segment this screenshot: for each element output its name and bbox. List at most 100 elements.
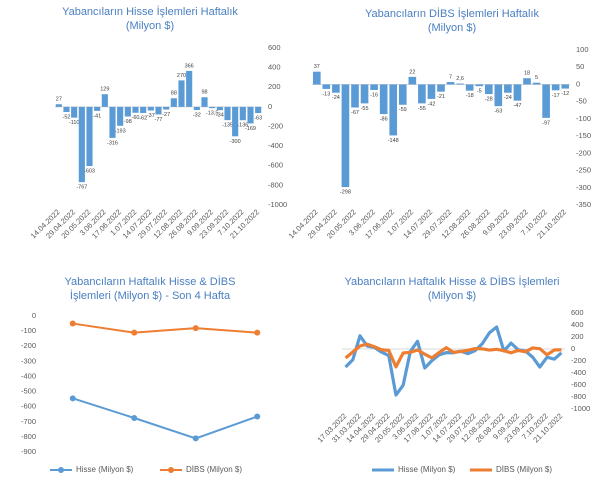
data-label: -298 xyxy=(340,190,351,196)
data-label: -47 xyxy=(513,103,521,109)
data-label: -17 xyxy=(552,93,560,99)
bar xyxy=(109,106,116,138)
data-label: 5 xyxy=(535,75,538,81)
y-tick-label: -400 xyxy=(571,368,586,377)
chart-title: (Milyon $) xyxy=(428,290,476,302)
data-label: -55 xyxy=(361,106,369,112)
bar xyxy=(124,106,131,117)
data-label: -27 xyxy=(162,112,170,118)
y-tick-label: -1000 xyxy=(571,404,590,413)
data-label: -97 xyxy=(542,120,550,126)
y-tick-label: -400 xyxy=(21,371,36,380)
bar xyxy=(86,106,93,167)
bar xyxy=(322,84,331,89)
data-label: -32 xyxy=(193,112,201,118)
bar xyxy=(504,84,512,93)
bar xyxy=(170,98,177,107)
y-tick-label: -300 xyxy=(21,356,36,365)
bar xyxy=(532,82,541,85)
bar xyxy=(523,78,531,85)
marker xyxy=(254,413,261,420)
bar xyxy=(132,106,139,113)
y-tick-label: -700 xyxy=(21,417,36,426)
y-tick-label: -200 xyxy=(571,356,586,365)
bar xyxy=(247,106,254,124)
marker xyxy=(131,415,138,421)
bar xyxy=(561,84,570,89)
data-label: -13,5 xyxy=(206,111,219,117)
bar xyxy=(513,84,522,101)
chart-title: İşlemleri (Milyon $) - Son 4 Hafta xyxy=(70,289,231,302)
y-tick-label: 400 xyxy=(571,320,584,329)
data-label: -37 xyxy=(147,113,155,119)
data-label: -169 xyxy=(245,126,256,132)
marker xyxy=(254,329,261,336)
bar xyxy=(147,106,154,111)
bar xyxy=(101,94,108,107)
y-tick-label: 100 xyxy=(576,45,589,54)
data-label: -18 xyxy=(466,93,474,99)
series-line xyxy=(344,325,563,397)
bar xyxy=(389,84,398,136)
data-label: -28 xyxy=(485,97,493,103)
chart-title: Yabancıların Haftalık Hisse & DİBS xyxy=(65,275,236,288)
legend-label: DİBS (Milyon $) xyxy=(496,465,552,474)
data-label: -59 xyxy=(399,107,407,113)
y-tick-label: -1000 xyxy=(268,200,287,209)
data-label: -98 xyxy=(124,119,132,125)
y-tick-label: 400 xyxy=(268,63,281,72)
y-tick-label: -600 xyxy=(571,380,586,389)
y-tick-label: -300 xyxy=(576,183,591,192)
legend-marker xyxy=(168,467,174,473)
data-label: -136 xyxy=(237,123,248,129)
bar xyxy=(178,80,185,107)
data-label: 37 xyxy=(314,64,320,70)
data-label: -21 xyxy=(437,94,445,100)
y-tick-label: 0 xyxy=(576,79,580,88)
y-tick-label: -250 xyxy=(576,166,591,175)
y-tick-label: -150 xyxy=(576,131,591,140)
marker xyxy=(192,435,199,442)
data-label: -603 xyxy=(84,168,95,174)
legend-label: DİBS (Milyon $) xyxy=(186,465,242,474)
data-label: -135 xyxy=(222,123,233,129)
chart-title: (Milyon $) xyxy=(428,22,476,34)
bar xyxy=(186,70,193,107)
y-tick-label: -100 xyxy=(21,326,36,335)
data-label: -300 xyxy=(230,139,241,145)
data-label: -86 xyxy=(380,117,388,123)
y-tick-label: 200 xyxy=(571,332,584,341)
data-label: -63 xyxy=(254,116,262,122)
y-tick-label: -600 xyxy=(268,161,283,170)
data-label: -34 xyxy=(216,113,224,119)
bar xyxy=(408,76,417,85)
bar xyxy=(341,84,350,188)
bar xyxy=(232,106,239,137)
data-label: -77 xyxy=(155,117,163,123)
y-tick-label: 0 xyxy=(268,102,272,111)
data-label: 88 xyxy=(171,91,177,97)
marker xyxy=(69,395,76,402)
data-label: -148 xyxy=(388,138,399,144)
data-label: 7 xyxy=(449,74,452,80)
y-tick-label: -50 xyxy=(576,97,587,106)
data-label: -316 xyxy=(107,140,118,146)
y-tick-label: -200 xyxy=(21,341,36,350)
data-label: 98 xyxy=(201,90,207,96)
bar xyxy=(94,106,101,111)
bar xyxy=(475,84,484,87)
data-label: 27 xyxy=(56,97,62,103)
y-tick-label: -800 xyxy=(268,180,283,189)
y-tick-label: 200 xyxy=(268,82,281,91)
y-tick-label: 600 xyxy=(571,308,584,317)
bar xyxy=(446,82,455,85)
bar xyxy=(140,106,147,113)
legend-marker xyxy=(58,467,64,473)
bar xyxy=(216,106,223,111)
bar xyxy=(312,71,321,85)
y-tick-label: -200 xyxy=(268,121,283,130)
bar xyxy=(351,84,359,108)
y-tick-label: 50 xyxy=(576,62,584,71)
bar xyxy=(379,84,388,115)
